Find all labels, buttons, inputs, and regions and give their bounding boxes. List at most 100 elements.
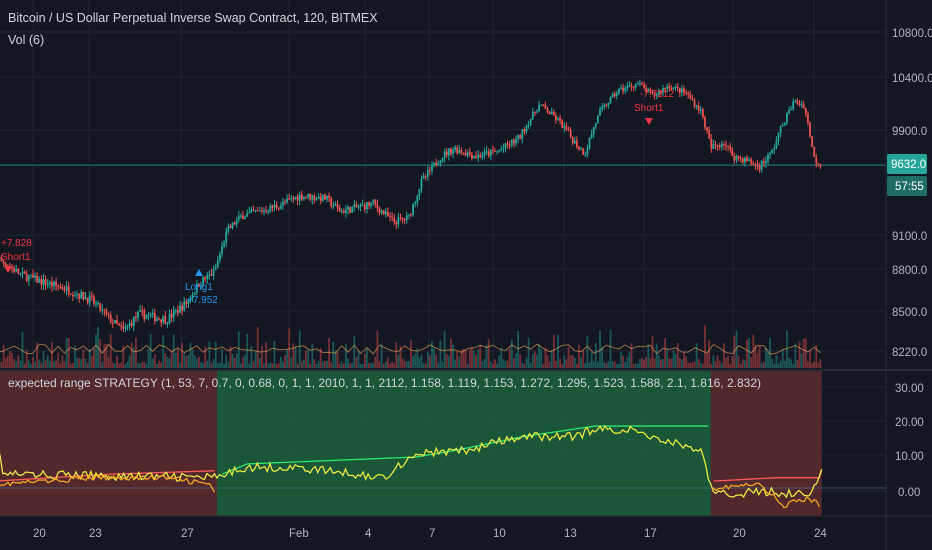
candle-body bbox=[741, 158, 744, 163]
volume-bar bbox=[494, 359, 496, 368]
candle-body bbox=[13, 268, 15, 272]
volume-bar bbox=[704, 325, 706, 368]
volume-bar bbox=[74, 345, 76, 368]
candle-body bbox=[67, 286, 70, 294]
candle-body bbox=[420, 178, 423, 190]
candle-body bbox=[695, 105, 698, 107]
candle-body bbox=[38, 279, 41, 283]
volume-bar bbox=[405, 361, 408, 368]
candle-body bbox=[794, 100, 797, 102]
candle-body bbox=[773, 147, 776, 150]
candle-body bbox=[502, 148, 505, 150]
volume-bar bbox=[531, 353, 534, 368]
candle-body bbox=[382, 210, 385, 215]
volume-bar bbox=[38, 359, 41, 368]
volume-bar bbox=[557, 334, 559, 368]
volume-bar bbox=[326, 360, 328, 368]
volume-bar bbox=[607, 361, 610, 368]
candle-body bbox=[160, 319, 162, 323]
indicator-tick: 0.00 bbox=[898, 487, 920, 499]
volume-bar bbox=[498, 355, 501, 368]
indicator-axis[interactable]: 30.00 20.00 10.00 0.00 bbox=[895, 383, 924, 499]
time-axis[interactable]: 20 23 27 Feb 4 7 10 13 17 20 24 bbox=[33, 528, 827, 540]
candle-body bbox=[672, 87, 675, 90]
indicator-legend-label[interactable]: expected range STRATEGY (1, 53, 7, 0.7, … bbox=[8, 376, 761, 390]
volume-bar bbox=[261, 345, 263, 368]
candle-body bbox=[594, 123, 597, 128]
price-axis[interactable]: 10800.0 10400.0 9900.0 9100.0 8800.0 850… bbox=[892, 28, 932, 359]
volume-bar bbox=[790, 359, 792, 368]
volume-bar bbox=[160, 362, 162, 368]
candle-body bbox=[185, 301, 188, 304]
volume-bar bbox=[177, 348, 179, 368]
volume-bar bbox=[120, 362, 123, 368]
candle-body bbox=[636, 83, 639, 85]
candle-body bbox=[376, 204, 379, 208]
volume-bar bbox=[32, 357, 34, 368]
volume-bar bbox=[582, 350, 585, 368]
volume-bar bbox=[324, 360, 326, 368]
volume-bar bbox=[563, 355, 566, 368]
volume-bar bbox=[376, 330, 379, 368]
volume-bar bbox=[762, 362, 765, 368]
candle-body bbox=[489, 149, 492, 156]
candle-body bbox=[227, 226, 230, 232]
candle-body bbox=[523, 129, 526, 132]
candle-body bbox=[303, 196, 305, 200]
candle-body bbox=[109, 314, 112, 323]
candle-body bbox=[626, 85, 629, 89]
volume-bar bbox=[90, 356, 93, 368]
current-price-badge: 9632.0 57:55 bbox=[887, 154, 927, 196]
volume-bar bbox=[630, 343, 633, 368]
symbol-title[interactable]: Bitcoin / US Dollar Perpetual Inverse Sw… bbox=[8, 11, 378, 25]
volume-bar bbox=[460, 350, 463, 368]
candle-body bbox=[788, 109, 790, 114]
volume-bar bbox=[342, 363, 345, 368]
candle-body bbox=[431, 164, 433, 171]
candle-body bbox=[437, 163, 440, 166]
candle-body bbox=[798, 103, 801, 105]
candle-body bbox=[55, 281, 57, 286]
volume-bar bbox=[145, 363, 148, 368]
time-tick: 4 bbox=[365, 528, 372, 540]
volume-bar bbox=[750, 357, 753, 368]
candle-body bbox=[529, 119, 532, 125]
price-tick: 9100.0 bbox=[892, 231, 927, 243]
candle-body bbox=[582, 148, 585, 155]
volume-bar bbox=[521, 362, 524, 368]
candle-body bbox=[573, 140, 576, 144]
candle-body bbox=[471, 154, 473, 159]
volume-bar bbox=[263, 363, 265, 368]
candle-body bbox=[632, 86, 635, 88]
volume-bar bbox=[103, 343, 106, 368]
volume-bar bbox=[132, 347, 135, 368]
candle-body bbox=[191, 294, 194, 299]
volume-bar bbox=[86, 363, 89, 368]
candle-body bbox=[807, 113, 809, 123]
candle-body bbox=[21, 271, 24, 274]
volume-bar bbox=[580, 357, 582, 368]
volume-bar bbox=[387, 357, 389, 368]
candle-body bbox=[368, 202, 370, 206]
candle-body bbox=[223, 242, 225, 247]
volume-bar bbox=[513, 358, 515, 368]
candle-body bbox=[473, 156, 475, 159]
candle-body bbox=[282, 201, 284, 206]
volume-bar bbox=[653, 358, 656, 368]
volume-bar bbox=[130, 343, 133, 368]
volume-bar bbox=[559, 358, 561, 368]
candle-body bbox=[340, 210, 343, 212]
candle-body bbox=[246, 213, 249, 217]
candle-body bbox=[544, 105, 547, 109]
candle-body bbox=[723, 144, 725, 146]
volume-bar bbox=[756, 353, 759, 368]
candle-body bbox=[353, 204, 356, 208]
long-arrow-icon bbox=[195, 269, 203, 276]
volume-bar bbox=[773, 363, 776, 368]
candle-body bbox=[422, 176, 425, 179]
volume-legend-label[interactable]: Vol (6) bbox=[8, 33, 44, 47]
candle-body bbox=[334, 204, 337, 206]
time-tick: 17 bbox=[644, 528, 657, 540]
